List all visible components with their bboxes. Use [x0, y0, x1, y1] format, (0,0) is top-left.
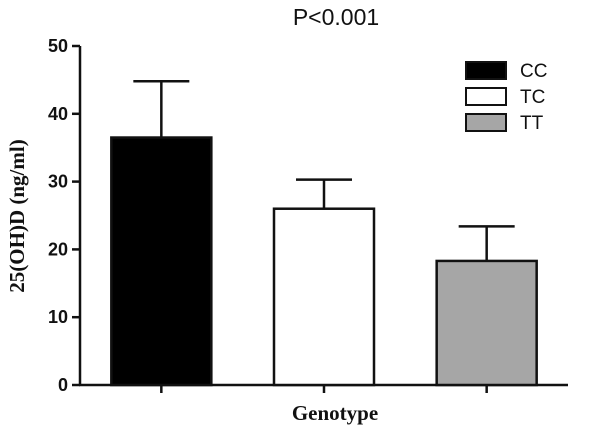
y-tick-label: 20	[48, 239, 68, 259]
y-tick-label: 50	[48, 36, 68, 56]
legend-label-tt: TT	[520, 113, 544, 134]
bar-tt	[435, 259, 538, 387]
x-axis-label: Genotype	[292, 401, 378, 425]
legend: CC TC TT	[465, 61, 547, 134]
y-tick-label: 10	[48, 307, 68, 327]
y-tick-label: 40	[48, 104, 68, 124]
legend-label-cc: CC	[520, 61, 547, 82]
bar-cc	[110, 136, 213, 387]
chart-title: P<0.001	[293, 4, 379, 30]
legend-swatch-cc	[465, 61, 507, 80]
y-axis: 0 10 20 30 40 50	[48, 36, 82, 395]
legend-label-tc: TC	[520, 87, 545, 108]
legend-swatch-tt	[465, 113, 507, 132]
bar-tc	[272, 207, 376, 387]
y-tick-label: 30	[48, 172, 68, 192]
y-axis-label: 25(OH)D (ng/ml)	[5, 139, 29, 292]
bars	[110, 80, 538, 387]
legend-swatch-tc	[465, 87, 507, 106]
y-tick-label: 0	[58, 375, 68, 395]
